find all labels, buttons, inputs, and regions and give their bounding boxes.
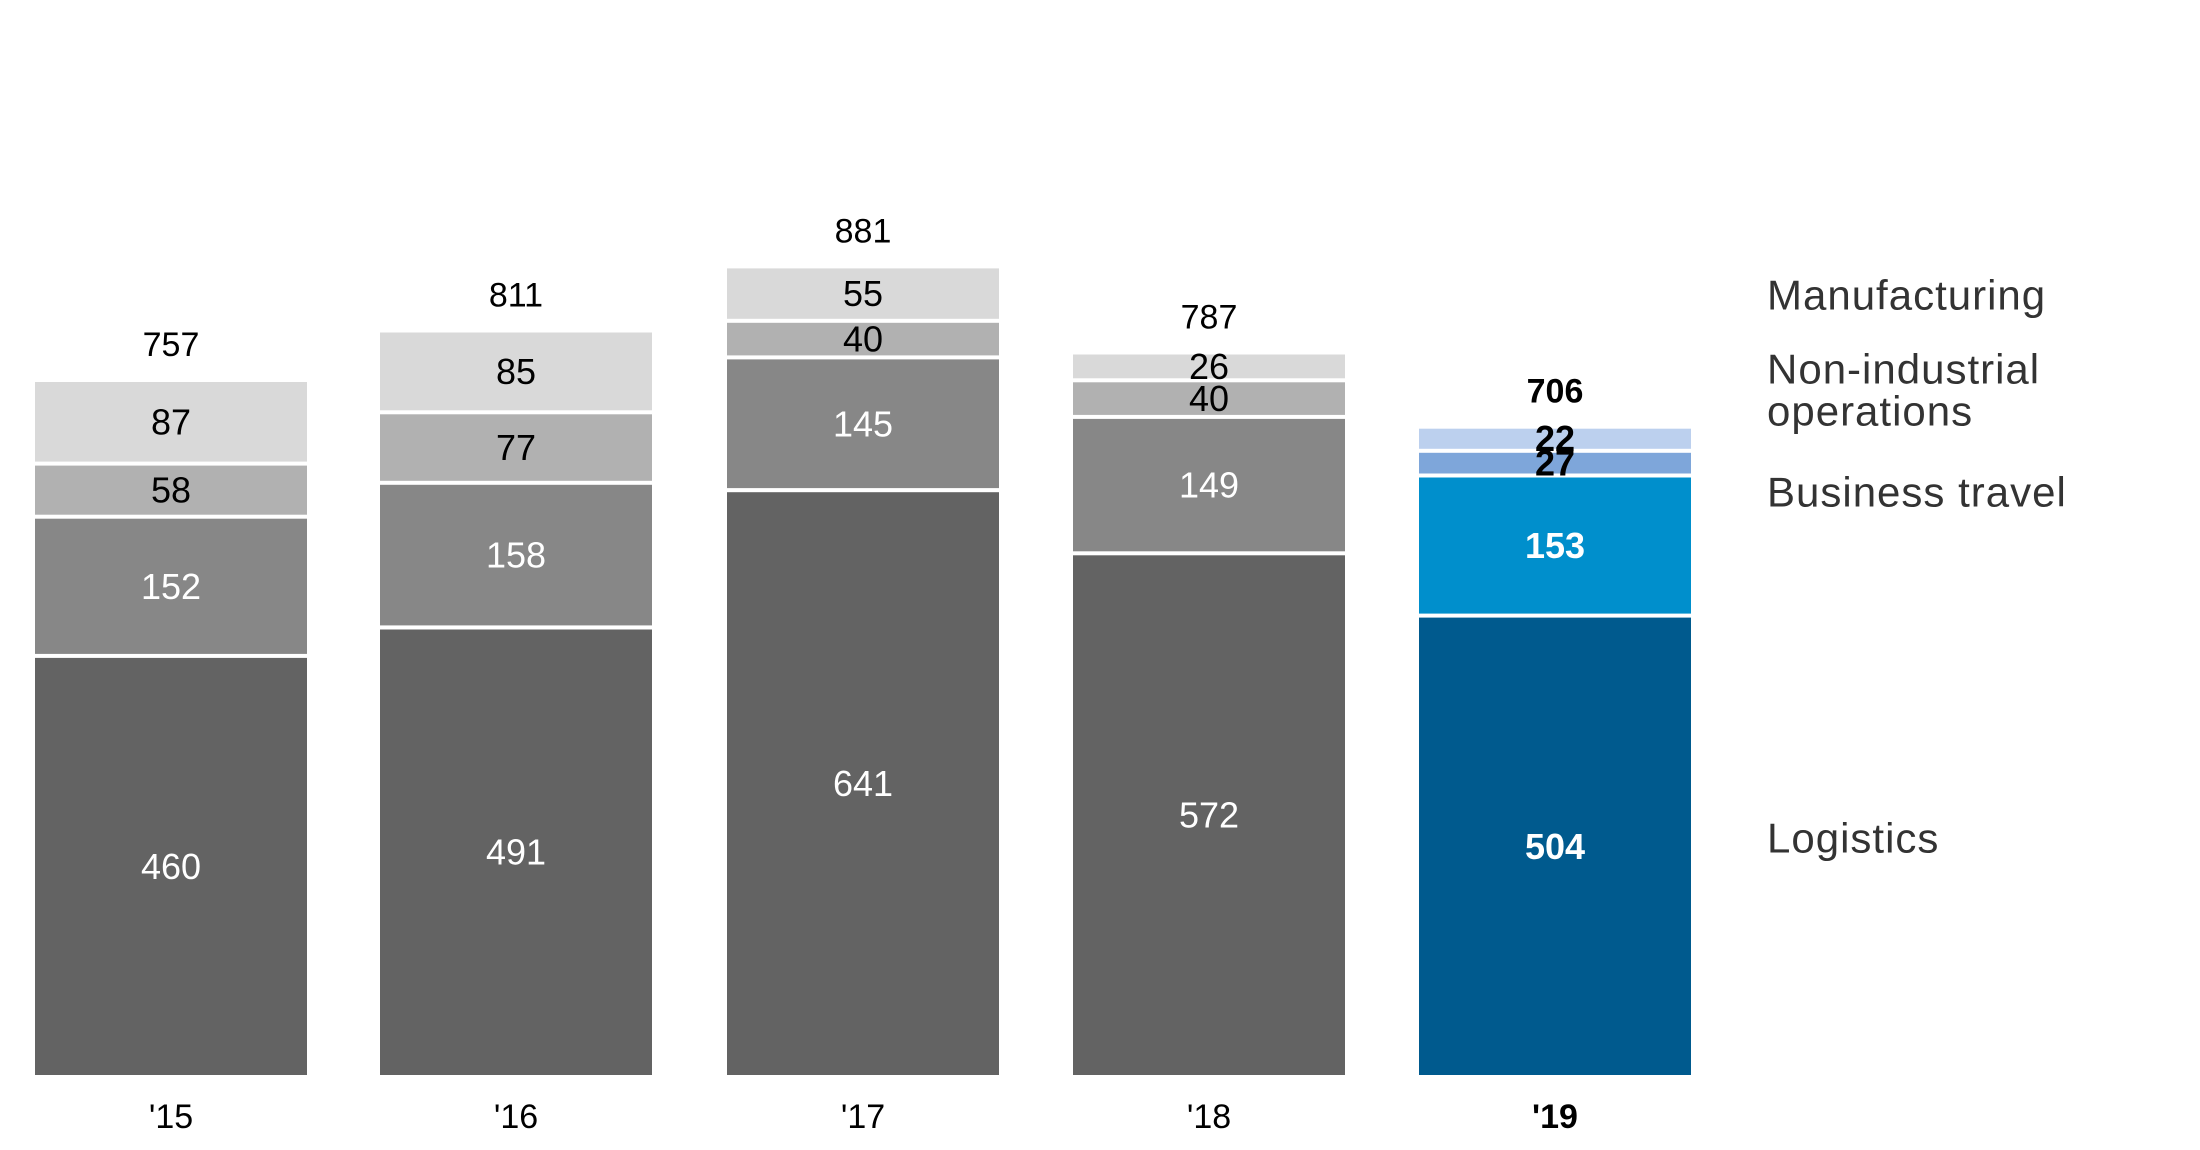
bar-segment-business-travel-16 (380, 484, 652, 626)
segment-value-business-travel-16: 158 (486, 535, 546, 576)
bar-segment-non-industrial-operations-16 (380, 414, 652, 481)
bar-segment-manufacturing-16 (380, 332, 652, 411)
legend-label-non-industrial-operations-line-2: operations (1767, 388, 1973, 435)
bar-segment-logistics-15 (35, 657, 307, 1075)
bar-segment-logistics-16 (380, 629, 652, 1075)
segment-value-non-industrial-operations-15: 58 (151, 470, 191, 511)
segment-value-logistics-17: 641 (833, 763, 893, 804)
bar-segment-non-industrial-operations-18 (1073, 382, 1345, 415)
segment-value-business-travel-15: 152 (141, 566, 201, 607)
x-tick-label-17: '17 (841, 1098, 885, 1136)
segment-value-logistics-16: 491 (486, 832, 546, 873)
total-label-15: 757 (143, 326, 200, 364)
bar-segment-manufacturing-17 (727, 268, 999, 319)
segment-value-non-industrial-operations-19: 27 (1535, 443, 1575, 484)
bar-segment-business-travel-19 (1419, 477, 1691, 614)
total-label-16: 811 (489, 277, 543, 315)
bar-segment-business-travel-17 (727, 359, 999, 489)
legend-label-logistics: Logistics (1767, 815, 1939, 862)
segment-value-logistics-18: 572 (1179, 795, 1239, 836)
segment-value-manufacturing-16: 85 (496, 351, 536, 392)
bar-segment-non-industrial-operations-17 (727, 322, 999, 356)
labels-layer: 460 152 58 87 757 '15 491 158 77 85 811 '16 641 145 40… (141, 212, 1585, 1136)
legend-label-manufacturing: Manufacturing (1767, 272, 2046, 319)
segment-value-manufacturing-15: 87 (151, 401, 191, 442)
segment-value-non-industrial-operations-18: 40 (1189, 378, 1229, 419)
bar-segment-business-travel-18 (1073, 418, 1345, 552)
bar-segment-non-industrial-operations-15 (35, 465, 307, 515)
segment-value-business-travel-19: 153 (1525, 525, 1585, 566)
segment-value-manufacturing-19: 22 (1535, 418, 1575, 459)
bar-segment-manufacturing-19 (1419, 428, 1691, 449)
segment-value-business-travel-18: 149 (1179, 465, 1239, 506)
segment-value-non-industrial-operations-17: 40 (843, 319, 883, 360)
legend-label-non-industrial-operations-line-1: Non-industrial (1767, 346, 2040, 393)
segment-value-manufacturing-17: 55 (843, 273, 883, 314)
bar-segment-manufacturing-15 (35, 382, 307, 462)
bar-segment-business-travel-15 (35, 518, 307, 654)
total-label-18: 787 (1181, 299, 1238, 337)
bar-segment-logistics-17 (727, 492, 999, 1075)
segment-value-logistics-19: 504 (1525, 826, 1585, 867)
total-label-17: 881 (835, 212, 892, 250)
segment-value-non-industrial-operations-16: 77 (496, 427, 536, 468)
segment-value-manufacturing-18: 26 (1189, 346, 1229, 387)
bar-segment-logistics-18 (1073, 555, 1345, 1075)
x-tick-label-19: '19 (1532, 1098, 1578, 1136)
legend-label-business-travel: Business travel (1767, 469, 2067, 516)
x-tick-label-15: '15 (149, 1098, 193, 1136)
bar-segment-non-industrial-operations-19 (1419, 452, 1691, 474)
bar-segment-logistics-19 (1419, 617, 1691, 1075)
x-tick-label-16: '16 (494, 1098, 538, 1136)
bars-layer (35, 268, 1691, 1075)
segment-value-logistics-15: 460 (141, 846, 201, 887)
x-tick-label-18: '18 (1187, 1098, 1231, 1136)
segment-value-business-travel-17: 145 (833, 403, 893, 444)
total-label-19: 706 (1527, 373, 1584, 411)
bar-segment-manufacturing-18 (1073, 354, 1345, 379)
